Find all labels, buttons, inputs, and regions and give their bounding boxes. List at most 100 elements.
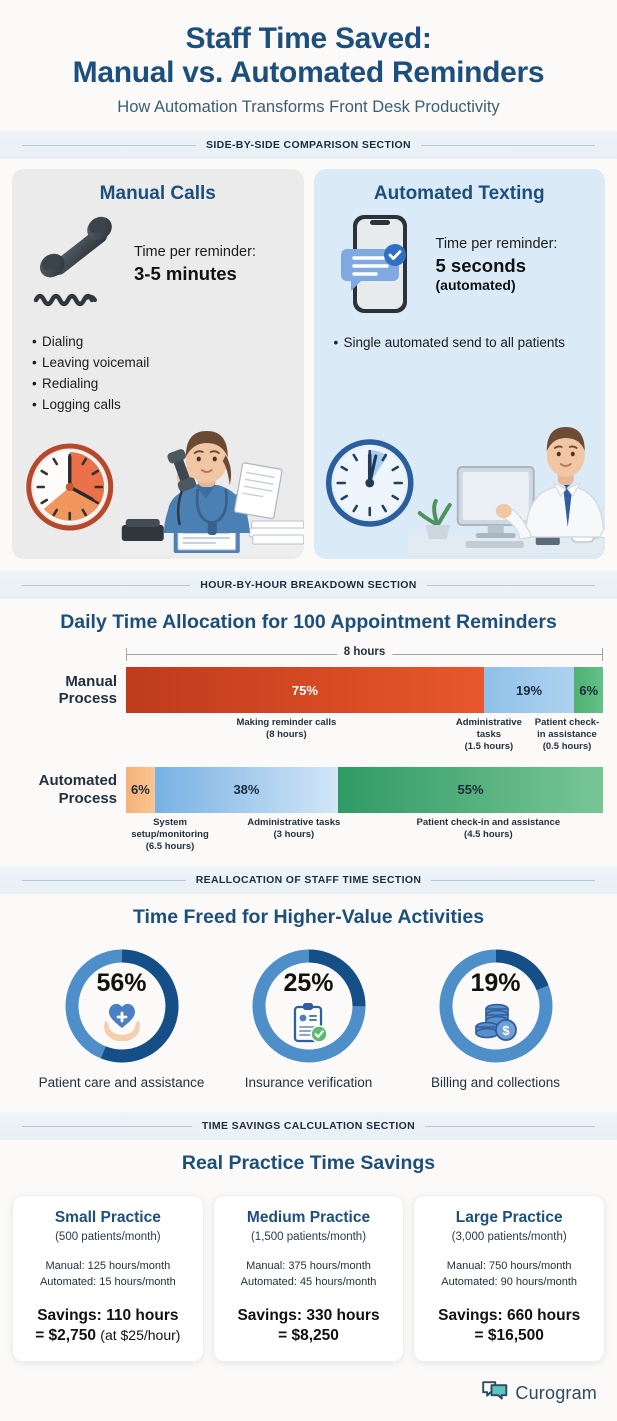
bar-segment-manual-calls: 75% xyxy=(126,667,484,714)
divider-rule-left xyxy=(22,879,186,881)
chat-bubbles-logo-icon xyxy=(482,1380,508,1407)
bar-block-automated: Automated Process 6% 38% 55% System se xyxy=(14,766,603,853)
manual-time-value: 3-5 minutes xyxy=(134,262,237,284)
savings-section: Real Practice Time Savings xyxy=(0,1140,617,1192)
donut-group: 56% Patient care and assistance xyxy=(14,941,603,1098)
smartphone-message-icon xyxy=(326,211,434,317)
caption-hours: (1.5 hours) xyxy=(464,740,514,752)
list-item: Leaving voicemail xyxy=(32,353,292,374)
card-automated-line: Automated: 45 hours/month xyxy=(240,1276,377,1289)
bar-label-automated-text: Automated Process xyxy=(38,772,117,807)
bar-row-automated: Automated Process 6% 38% 55% xyxy=(14,766,603,813)
card-small-practice: Small Practice (500 patients/month) Manu… xyxy=(12,1195,204,1363)
savings-cards: Small Practice (500 patients/month) Manu… xyxy=(0,1191,617,1374)
card-manual-line: Manual: 750 hours/month xyxy=(446,1259,572,1272)
card-savings-amount: = $2,750 xyxy=(35,1327,96,1345)
section-label-savings: TIME SAVINGS CALCULATION SECTION xyxy=(201,1120,416,1133)
card-heading: Large Practice xyxy=(455,1209,563,1227)
divider-rule-left xyxy=(22,584,191,586)
caption-label: Administrative tasks xyxy=(247,816,341,828)
card-subtitle: (3,000 patients/month) xyxy=(451,1230,567,1243)
page-title: Staff Time Saved: Manual vs. Automated R… xyxy=(18,22,599,89)
svg-text:$: $ xyxy=(502,1023,510,1038)
panel-manual-time-text: Time per reminder: 3-5 minutes xyxy=(132,243,292,285)
bar-segment-auto-checkin: 55% xyxy=(338,766,603,813)
stacked-bar-manual: 75% 19% 6% xyxy=(126,667,603,714)
segment-value: 38% xyxy=(233,782,260,798)
caption-hours: (4.5 hours) xyxy=(464,828,513,840)
page-subtitle: How Automation Transforms Front Desk Pro… xyxy=(117,98,500,117)
automated-time-sub: (automated) xyxy=(435,276,516,293)
card-heading: Medium Practice xyxy=(246,1209,371,1227)
ruler-cap-right xyxy=(602,648,603,662)
donut-ring-billing: 19% xyxy=(435,945,557,1067)
manual-scene-illustration xyxy=(12,425,304,556)
panel-automated-texting: Automated Texting xyxy=(313,169,605,560)
panel-manual-title: Manual Calls xyxy=(99,183,216,205)
staff-at-computer-illustration xyxy=(407,427,605,554)
brand-name: Curogram xyxy=(515,1383,597,1404)
caption-auto-setup: System setup/monitoring (6.5 hours) xyxy=(126,817,214,853)
list-item: Logging calls xyxy=(32,395,292,416)
caption-manual-checkin: Patient check-in assistance (0.5 hours) xyxy=(531,717,603,753)
donut-value-insurance: 25% xyxy=(283,969,334,998)
card-savings-rate: (at $25/hour) xyxy=(100,1327,181,1344)
reallocation-title: Time Freed for Higher-Value Activities xyxy=(132,906,485,929)
section-label-comparison: SIDE-BY-SIDE COMPARISON SECTION xyxy=(206,139,411,152)
donut-label-insurance: Insurance verification xyxy=(244,1075,373,1091)
heart-in-hands-icon xyxy=(61,1001,183,1042)
segment-value: 55% xyxy=(457,782,484,798)
panel-manual-calls: Manual Calls xyxy=(12,169,304,560)
bar-segment-manual-checkin: 6% xyxy=(574,667,603,714)
section-divider-savings: TIME SAVINGS CALCULATION SECTION xyxy=(0,1112,617,1141)
comparison-panels: Manual Calls xyxy=(0,159,617,572)
bar-segment-auto-admin: 38% xyxy=(154,766,338,813)
donut-ring-insurance: 25% xyxy=(248,945,370,1067)
caption-manual-calls: Making reminder calls (8 hours) xyxy=(126,717,447,753)
page-footer: Curogram xyxy=(0,1374,617,1421)
divider-rule-right xyxy=(431,879,595,881)
donut-patient-care: 56% Patient care and assistance xyxy=(29,945,214,1092)
segment-value: 6% xyxy=(579,682,599,698)
bar-segment-auto-setup: 6% xyxy=(126,766,155,813)
stacked-bar-automated: 6% 38% 55% xyxy=(126,766,603,813)
card-medium-practice: Medium Practice (1,500 patients/month) M… xyxy=(212,1195,405,1363)
caption-label: Making reminder calls xyxy=(236,717,337,729)
blue-clock-icon xyxy=(325,439,413,527)
orange-clock-icon xyxy=(26,443,114,531)
page-title-line2: Manual vs. Automated Reminders xyxy=(72,55,545,89)
panel-automated-title: Automated Texting xyxy=(373,183,545,205)
ruler-label: 8 hours xyxy=(336,646,393,659)
card-large-practice: Large Practice (3,000 patients/month) Ma… xyxy=(413,1195,606,1363)
caption-auto-checkin: Patient check-in and assistance (4.5 hou… xyxy=(374,817,603,853)
card-savings-hours: Savings: 660 hours xyxy=(438,1306,581,1324)
page-title-line1: Staff Time Saved: xyxy=(185,22,432,55)
segment-value: 6% xyxy=(131,782,150,798)
card-automated-line: Automated: 15 hours/month xyxy=(39,1276,176,1289)
card-savings-hours: Savings: 110 hours xyxy=(37,1306,179,1324)
card-subtitle: (500 patients/month) xyxy=(55,1230,161,1243)
clipboard-check-icon xyxy=(248,1001,370,1045)
caption-label: Patient check-in assistance xyxy=(534,717,600,741)
list-item: Single automated send to all patients xyxy=(334,333,594,354)
section-divider-reallocation: REALLOCATION OF STAFF TIME SECTION xyxy=(0,866,617,895)
panel-automated-time-text: Time per reminder: 5 seconds (automated) xyxy=(434,235,594,294)
divider-rule-left xyxy=(22,1125,192,1127)
card-savings-amount: = $8,250 xyxy=(278,1327,339,1345)
donut-label-billing: Billing and collections xyxy=(430,1075,561,1091)
automated-time-label: Time per reminder: xyxy=(435,235,558,252)
divider-rule-right xyxy=(426,584,596,586)
bar-captions-automated: System setup/monitoring (6.5 hours) Admi… xyxy=(126,817,603,853)
manual-bullet-list: Dialing Leaving voicemail Redialing Logg… xyxy=(24,332,292,416)
card-savings: Savings: 660 hours = $16,500 xyxy=(421,1306,597,1346)
list-item: Dialing xyxy=(32,332,292,353)
bar-label-automated: Automated Process xyxy=(14,767,126,813)
donut-insurance: 25% xyxy=(216,945,401,1092)
caption-label: System setup/monitoring xyxy=(131,816,209,840)
donut-value-patient-care: 56% xyxy=(96,969,147,998)
panel-manual-time-row: Time per reminder: 3-5 minutes xyxy=(24,211,292,316)
telephone-handset-icon xyxy=(24,216,132,312)
card-subtitle: (1,500 patients/month) xyxy=(250,1230,367,1243)
list-item: Redialing xyxy=(32,374,292,395)
